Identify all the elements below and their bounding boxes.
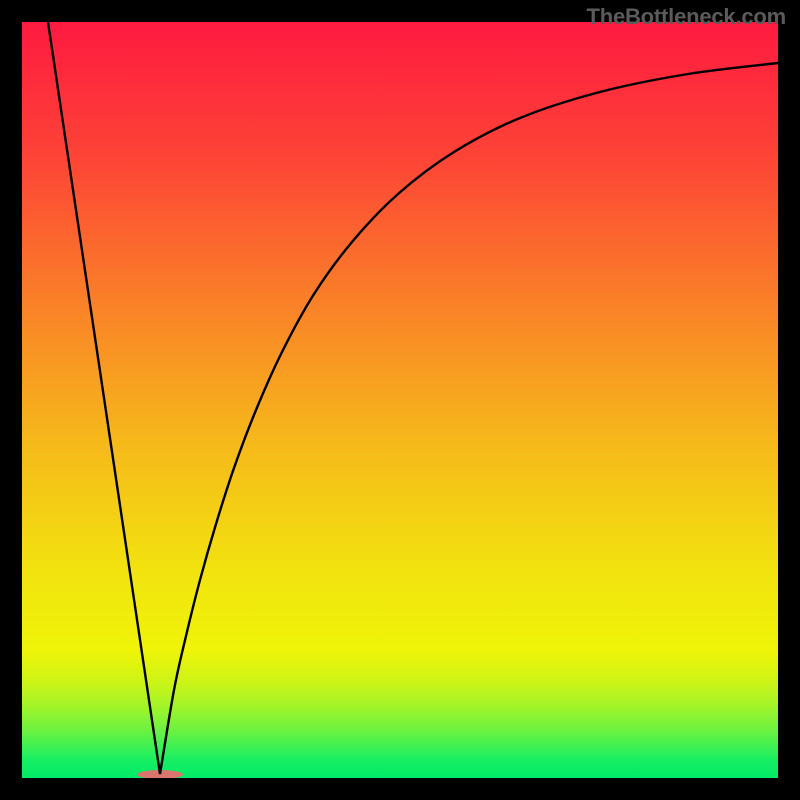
bottleneck-chart-svg	[0, 0, 800, 800]
watermark-text: TheBottleneck.com	[586, 4, 786, 30]
bottleneck-chart-container: TheBottleneck.com	[0, 0, 800, 800]
plot-background	[22, 22, 778, 778]
